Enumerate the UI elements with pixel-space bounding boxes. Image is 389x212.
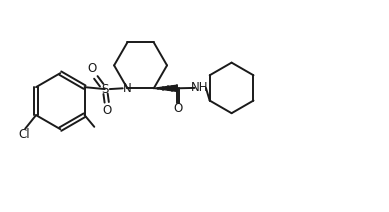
Text: O: O (102, 104, 111, 117)
Text: NH: NH (191, 81, 209, 94)
Text: N: N (123, 82, 132, 95)
Text: O: O (173, 102, 183, 115)
Polygon shape (154, 85, 177, 91)
Text: S: S (101, 83, 109, 96)
Text: O: O (87, 62, 96, 75)
Text: Cl: Cl (19, 128, 30, 141)
